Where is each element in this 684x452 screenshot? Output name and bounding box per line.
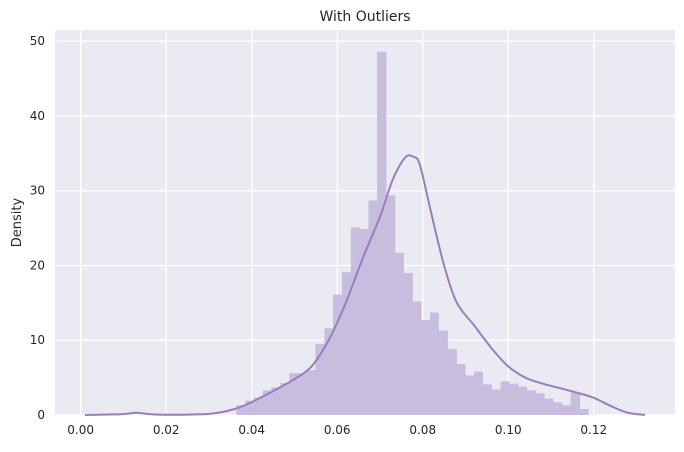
x-tick-labels: 0.00 0.02 0.04 0.06 0.08 0.10 0.12 bbox=[67, 423, 607, 437]
histogram-bar bbox=[332, 294, 343, 415]
histogram-bar bbox=[562, 405, 572, 415]
kde-curve bbox=[84, 154, 646, 416]
histogram-bar bbox=[280, 382, 290, 415]
histogram-bar bbox=[579, 409, 589, 415]
histogram-bar bbox=[236, 405, 246, 415]
histogram-bar bbox=[447, 349, 457, 415]
x-tick-label: 0.12 bbox=[580, 423, 607, 437]
x-tick-label: 0.00 bbox=[67, 423, 94, 437]
histogram-bar bbox=[526, 390, 537, 415]
y-tick-label: 40 bbox=[30, 109, 45, 123]
histogram-bar bbox=[403, 272, 413, 415]
x-tick-label: 0.08 bbox=[409, 423, 436, 437]
histogram-bar bbox=[518, 386, 528, 415]
histogram-bar bbox=[376, 51, 387, 415]
histogram-bar bbox=[394, 252, 404, 415]
y-axis-label: Density bbox=[10, 197, 25, 247]
histogram-bar bbox=[341, 272, 352, 415]
y-tick-label: 50 bbox=[30, 34, 45, 48]
histogram-bar bbox=[570, 392, 581, 415]
histogram-bar bbox=[438, 330, 448, 415]
histogram-bar bbox=[509, 383, 519, 415]
histogram-bar bbox=[412, 301, 422, 415]
histogram-bar bbox=[324, 328, 334, 415]
histogram-bar bbox=[289, 373, 299, 415]
histogram-bar bbox=[315, 343, 325, 415]
y-tick-label: 0 bbox=[37, 408, 45, 422]
histogram-bar bbox=[253, 397, 264, 415]
histogram-bar bbox=[482, 384, 492, 415]
histogram-bar bbox=[350, 227, 360, 415]
histogram-bar bbox=[474, 371, 483, 415]
histogram-bar bbox=[500, 381, 510, 415]
histogram-bar bbox=[544, 398, 554, 415]
histogram-bar bbox=[456, 364, 466, 415]
x-tick-label: 0.04 bbox=[238, 423, 265, 437]
y-tick-label: 10 bbox=[30, 333, 45, 347]
x-tick-label: 0.06 bbox=[324, 423, 351, 437]
chart-title: With Outliers bbox=[319, 9, 410, 25]
histogram-bar bbox=[421, 320, 431, 415]
x-tick-label: 0.02 bbox=[153, 423, 180, 437]
histogram-bar bbox=[262, 390, 272, 415]
histogram-bar bbox=[271, 387, 281, 415]
histogram-bar bbox=[368, 200, 378, 415]
y-tick-label: 20 bbox=[30, 258, 45, 272]
histogram-bar bbox=[306, 370, 316, 415]
histogram-bar bbox=[553, 402, 563, 415]
x-tick-label: 0.10 bbox=[495, 423, 522, 437]
histogram-bar bbox=[491, 389, 501, 415]
histogram-bar bbox=[535, 393, 545, 415]
histogram-bar bbox=[465, 375, 475, 415]
histogram-bar bbox=[297, 373, 308, 415]
histogram-bar bbox=[359, 228, 369, 415]
histogram-bars bbox=[236, 51, 589, 415]
histogram-bar bbox=[245, 400, 255, 415]
histogram-bar bbox=[385, 195, 396, 415]
y-tick-label: 30 bbox=[30, 184, 45, 198]
y-tick-labels: 0 10 20 30 40 50 bbox=[30, 34, 45, 422]
histogram-bar bbox=[429, 312, 439, 415]
